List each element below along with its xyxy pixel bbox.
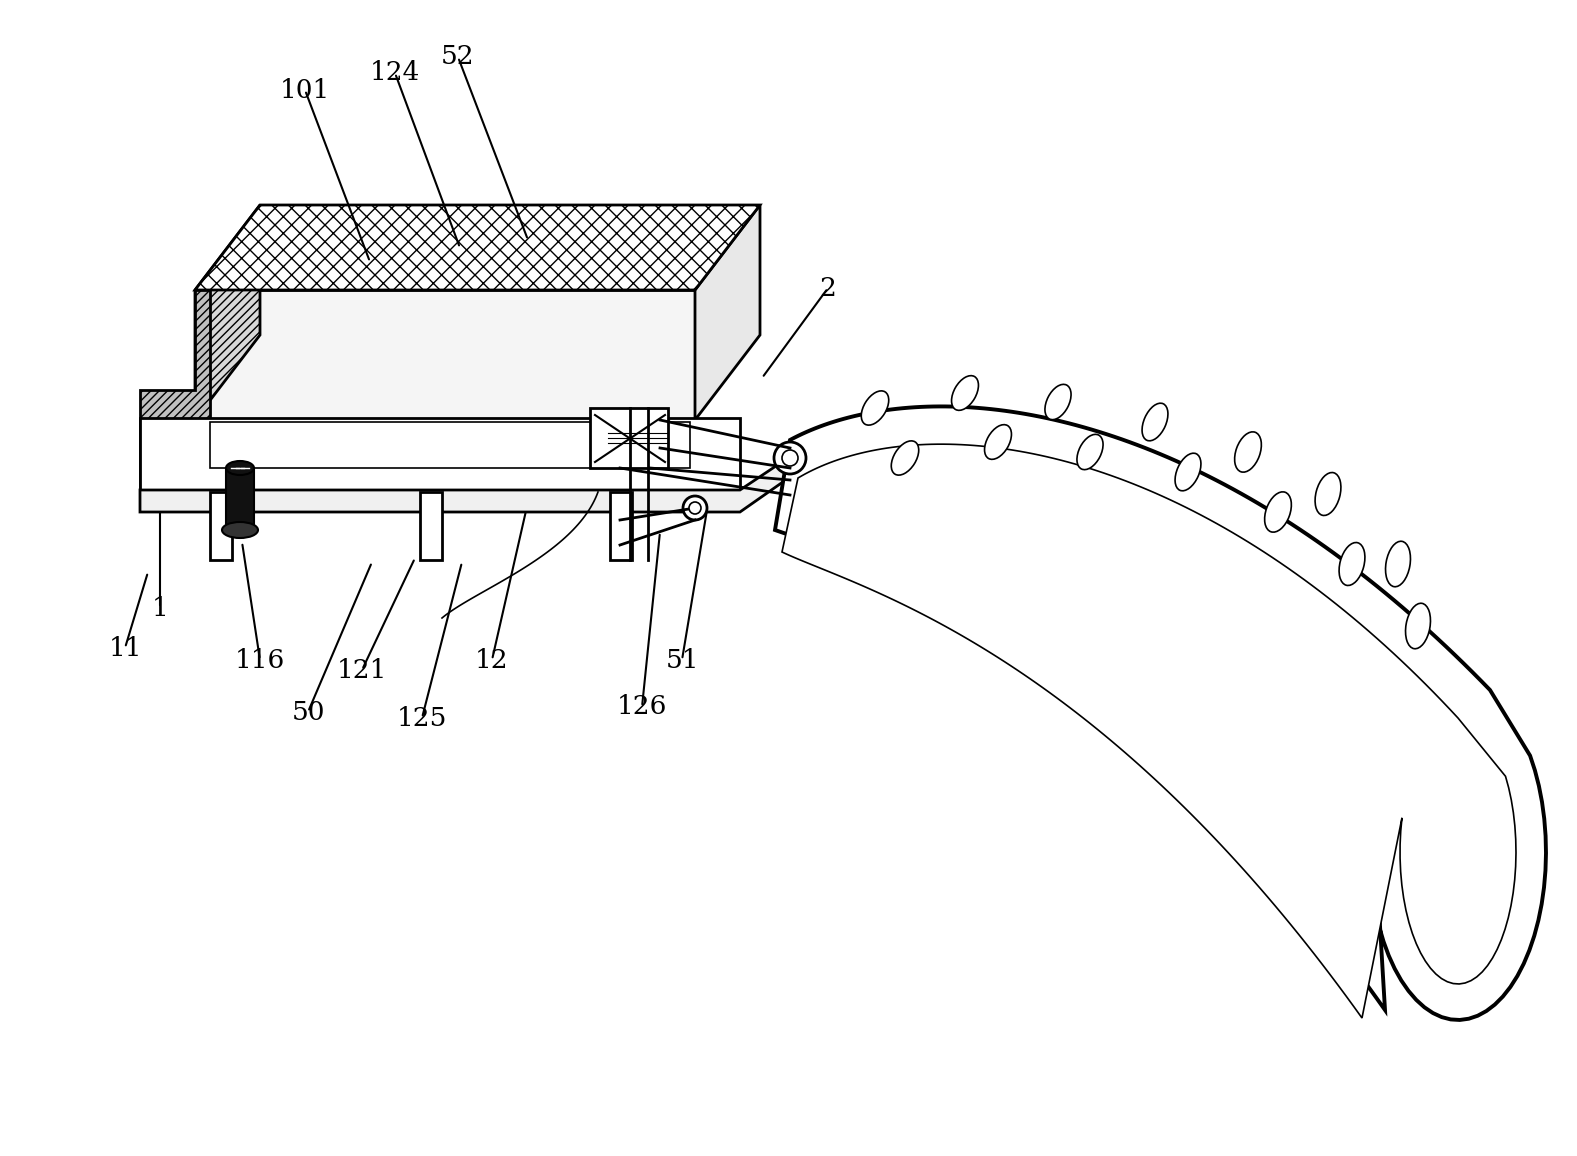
Text: 124: 124: [371, 60, 419, 86]
Circle shape: [689, 502, 702, 514]
Ellipse shape: [951, 376, 978, 410]
Polygon shape: [140, 450, 800, 512]
Ellipse shape: [984, 424, 1011, 459]
Polygon shape: [140, 290, 210, 492]
Ellipse shape: [226, 461, 254, 475]
Ellipse shape: [1265, 491, 1292, 532]
Text: 2: 2: [820, 275, 836, 301]
Ellipse shape: [1386, 541, 1410, 587]
Polygon shape: [210, 422, 691, 468]
Polygon shape: [140, 418, 740, 492]
Text: 116: 116: [235, 647, 285, 673]
Polygon shape: [590, 408, 669, 468]
Circle shape: [782, 450, 798, 466]
Text: 101: 101: [279, 77, 330, 103]
Circle shape: [774, 442, 806, 474]
Text: 12: 12: [475, 647, 509, 673]
Polygon shape: [196, 205, 260, 420]
Text: 21: 21: [1370, 625, 1405, 651]
Text: 121: 121: [337, 658, 388, 682]
Ellipse shape: [1315, 473, 1340, 516]
Polygon shape: [226, 468, 254, 529]
Ellipse shape: [1142, 403, 1169, 440]
Polygon shape: [695, 205, 760, 420]
Text: 1: 1: [151, 595, 169, 621]
Ellipse shape: [1077, 435, 1102, 469]
Text: 126: 126: [617, 695, 667, 719]
Ellipse shape: [861, 391, 889, 425]
Text: 52: 52: [442, 44, 475, 69]
Polygon shape: [196, 290, 695, 420]
Polygon shape: [419, 492, 442, 560]
Ellipse shape: [1339, 542, 1366, 585]
Ellipse shape: [1175, 453, 1202, 491]
Ellipse shape: [1405, 603, 1430, 649]
Polygon shape: [196, 205, 760, 290]
Circle shape: [683, 496, 706, 520]
Text: 11: 11: [109, 636, 142, 660]
Text: 51: 51: [665, 647, 699, 673]
Text: 125: 125: [397, 705, 448, 731]
Ellipse shape: [891, 440, 919, 475]
Polygon shape: [210, 492, 232, 560]
Polygon shape: [610, 492, 632, 560]
Text: 50: 50: [292, 699, 325, 725]
Ellipse shape: [222, 523, 259, 538]
Ellipse shape: [1235, 432, 1262, 472]
Polygon shape: [774, 407, 1545, 1020]
Ellipse shape: [1046, 384, 1071, 420]
Polygon shape: [782, 444, 1515, 1018]
